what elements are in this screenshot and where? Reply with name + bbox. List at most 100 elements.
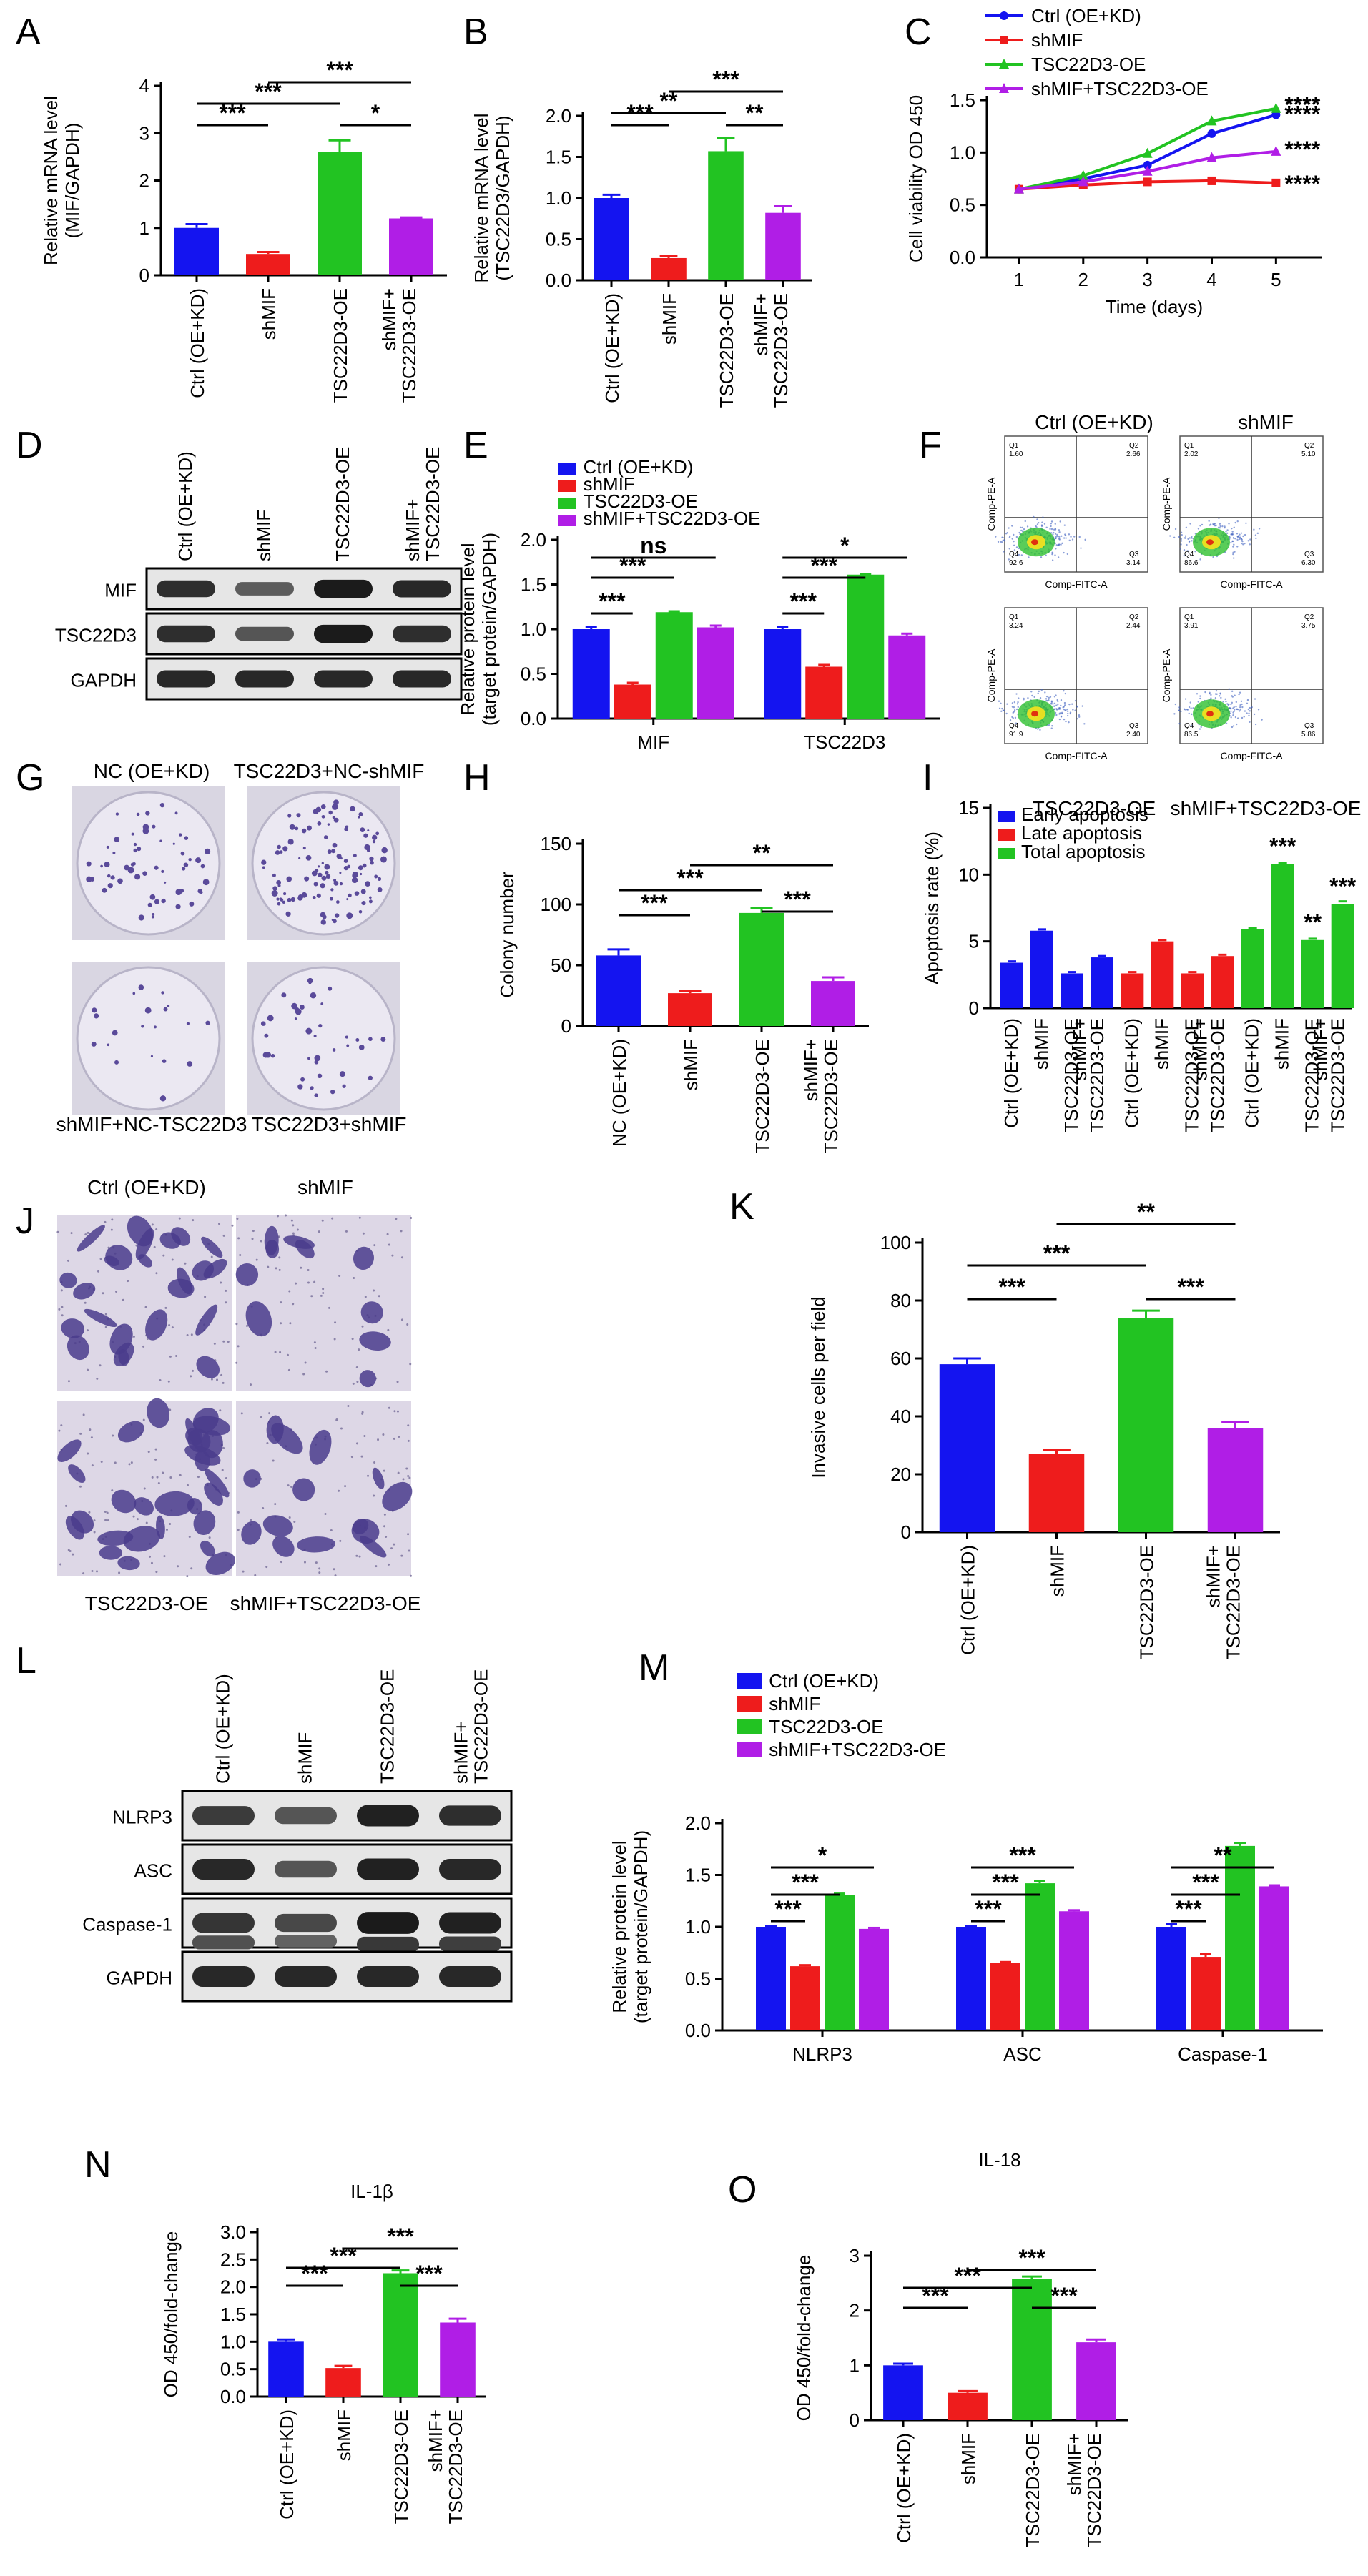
density-max bbox=[1031, 711, 1038, 717]
pore bbox=[104, 1326, 107, 1328]
colony bbox=[307, 1057, 310, 1060]
y-axis-label-text: Invasive cells per field bbox=[807, 1296, 829, 1478]
y-axis-label: Relative mRNA level(TSC22D3/GAPDH) bbox=[471, 114, 513, 283]
pore bbox=[107, 1519, 109, 1522]
event-dot bbox=[1238, 536, 1241, 538]
event-dot bbox=[1169, 535, 1171, 537]
colony bbox=[361, 901, 366, 906]
event-dot bbox=[1001, 541, 1003, 543]
y-tick-label: 1.0 bbox=[220, 2331, 246, 2352]
pore bbox=[155, 1571, 158, 1574]
colony bbox=[307, 977, 313, 984]
event-dot bbox=[1084, 538, 1086, 541]
colony bbox=[281, 992, 287, 998]
y-tick-label: 1 bbox=[850, 2354, 860, 2376]
event-dot bbox=[1183, 708, 1186, 710]
event-dot bbox=[1204, 691, 1206, 694]
x-tick-label-text: shMIF+ bbox=[750, 293, 772, 355]
axis-label-y-text: Comp-PE-A bbox=[985, 648, 997, 702]
pore bbox=[87, 1231, 89, 1234]
pore bbox=[190, 1333, 193, 1336]
western-blot-l: Ctrl (OE+KD) shMIF TSC22D3-OE shMIF+TSC22D3… bbox=[82, 1669, 513, 2003]
colony bbox=[154, 865, 159, 870]
pore bbox=[375, 1565, 378, 1568]
colony bbox=[321, 814, 325, 819]
pore bbox=[293, 1521, 296, 1524]
event-dot bbox=[1054, 711, 1057, 714]
event-dot bbox=[1183, 554, 1185, 557]
pore bbox=[278, 1268, 281, 1271]
event-dot bbox=[1057, 556, 1060, 558]
pore bbox=[82, 1413, 85, 1416]
x-tick-label: 3 bbox=[1142, 269, 1152, 290]
invasive-cell bbox=[243, 1469, 261, 1488]
event-dot bbox=[1247, 540, 1249, 542]
pore bbox=[145, 1521, 148, 1524]
y-tick-label: 0 bbox=[561, 1015, 571, 1037]
image-label-0: Ctrl (OE+KD) bbox=[87, 1176, 206, 1198]
significance-label: * bbox=[840, 533, 850, 558]
bar-1-3 bbox=[888, 635, 926, 719]
event-dot bbox=[1233, 706, 1235, 709]
colony bbox=[136, 812, 140, 816]
colony bbox=[114, 837, 120, 842]
pore bbox=[179, 1474, 182, 1476]
event-dot bbox=[1050, 702, 1053, 705]
significance-label: *** bbox=[676, 865, 704, 891]
pore bbox=[177, 1565, 179, 1568]
invasive-cell bbox=[241, 1521, 262, 1545]
event-dot bbox=[1030, 691, 1033, 693]
event-dot bbox=[1055, 537, 1057, 540]
pore bbox=[322, 1288, 325, 1291]
legend-label-1: shMIF bbox=[1031, 29, 1083, 51]
x-tick-label-text: TSC22D3-OE bbox=[1301, 1018, 1323, 1132]
colony bbox=[346, 912, 353, 919]
significance-label: *** bbox=[998, 1274, 1025, 1300]
colony bbox=[182, 867, 186, 871]
event-dot bbox=[1053, 528, 1055, 531]
event-dot bbox=[1036, 518, 1038, 520]
event-dot bbox=[1013, 709, 1016, 711]
pore bbox=[168, 1324, 171, 1327]
colony bbox=[161, 898, 166, 904]
pore bbox=[398, 1435, 400, 1438]
quadrant-name: Q3 bbox=[1129, 551, 1139, 558]
axis-label-y: Comp-PE-A bbox=[985, 477, 997, 531]
pore bbox=[391, 1254, 394, 1257]
colony bbox=[262, 1052, 269, 1058]
x-tick-label-text: shMIF+ bbox=[800, 1039, 822, 1101]
event-dot bbox=[1232, 557, 1235, 559]
pore bbox=[393, 1410, 396, 1413]
event-dot bbox=[1218, 517, 1220, 520]
lane-label: shMIF bbox=[295, 1732, 316, 1784]
blot-band bbox=[439, 1912, 501, 1934]
pore bbox=[90, 1436, 93, 1439]
bar-1 bbox=[246, 254, 290, 275]
axis-label-x: Comp-FITC-A bbox=[1045, 578, 1108, 590]
pore bbox=[242, 1570, 245, 1573]
x-tick-label: shMIF bbox=[258, 288, 280, 340]
pore bbox=[402, 1478, 405, 1481]
x-tick-label: shMIF+TSC22D3-OE bbox=[800, 1039, 842, 1153]
blot-band bbox=[192, 1858, 255, 1880]
plate-dish bbox=[251, 966, 396, 1111]
event-dot bbox=[1071, 703, 1073, 705]
pore bbox=[355, 1442, 358, 1445]
pore bbox=[60, 1289, 63, 1292]
y-tick-label: 0.0 bbox=[546, 270, 571, 291]
pore bbox=[245, 1324, 248, 1327]
x-tick-label: MIF bbox=[637, 731, 669, 753]
event-dot bbox=[1049, 528, 1051, 531]
x-tick-label-text: TSC22D3-OE bbox=[752, 1039, 773, 1153]
invasive-cell bbox=[127, 1215, 154, 1247]
legend-label-3: shMIF+TSC22D3-OE bbox=[584, 508, 761, 529]
quadrant-name: Q2 bbox=[1304, 613, 1314, 621]
event-dot bbox=[1185, 526, 1188, 529]
colony bbox=[159, 1095, 167, 1102]
colony bbox=[321, 875, 327, 881]
event-dot bbox=[1080, 547, 1082, 549]
axis-label-x: Comp-FITC-A bbox=[1045, 750, 1108, 761]
pore bbox=[272, 1459, 275, 1462]
event-dot bbox=[1219, 523, 1221, 525]
blot-band bbox=[314, 624, 373, 643]
